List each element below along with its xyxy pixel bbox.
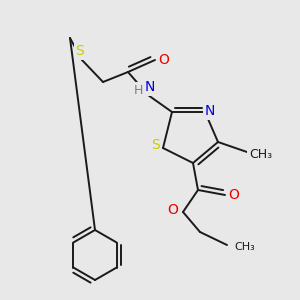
Text: N: N	[205, 104, 215, 118]
Text: H: H	[133, 85, 143, 98]
Text: N: N	[145, 80, 155, 94]
Text: CH₃: CH₃	[235, 242, 255, 252]
Text: S: S	[76, 44, 84, 58]
Text: O: O	[229, 188, 239, 202]
Text: S: S	[151, 138, 159, 152]
Text: CH₃: CH₃	[249, 148, 273, 160]
Text: O: O	[159, 53, 170, 67]
Text: O: O	[168, 203, 178, 217]
